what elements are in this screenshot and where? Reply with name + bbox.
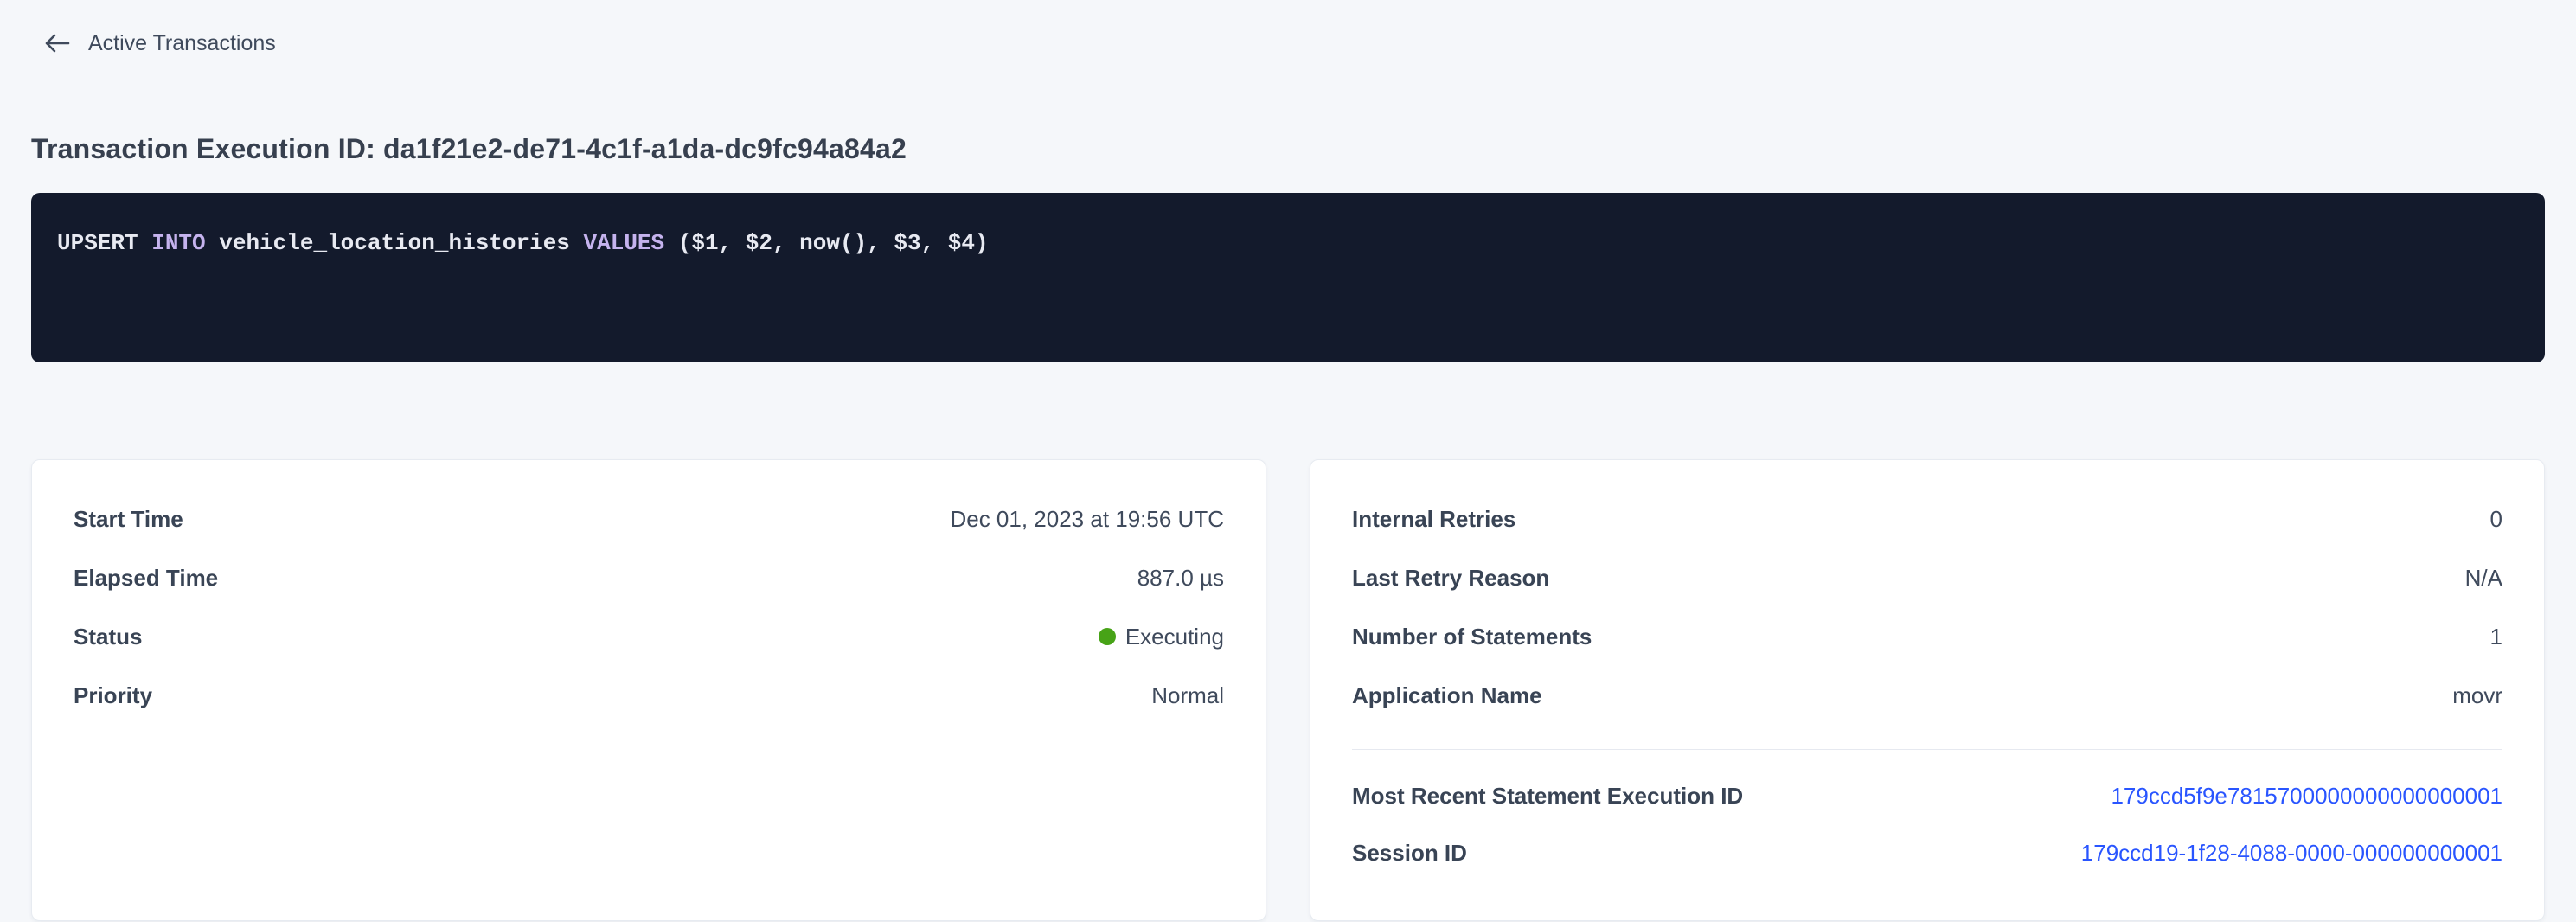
session-id-link[interactable]: 179ccd19-1f28-4088-0000-000000000001 (2080, 839, 2502, 866)
sql-keyword: VALUES (583, 230, 665, 256)
back-to-active-transactions-link[interactable]: Active Transactions (43, 28, 276, 59)
internal-retries-label: Internal Retries (1352, 505, 1516, 532)
status-executing-dot-icon (1098, 628, 1116, 645)
start-time-value: Dec 01, 2023 at 19:56 UTC (950, 505, 1224, 532)
status-label: Status (74, 623, 143, 650)
arrow-left-icon (43, 32, 71, 54)
sql-token: ($1, $2, now(), $3, $4) (664, 230, 989, 256)
session-id-label: Session ID (1352, 839, 1467, 866)
sql-token: UPSERT (57, 230, 152, 256)
elapsed-time-label: Elapsed Time (74, 564, 219, 591)
topbar: Active Transactions (31, 28, 2545, 59)
internal-retries-row: Internal Retries 0 (1352, 490, 2502, 548)
session-id-row: Session ID 179ccd19-1f28-4088-0000-00000… (1352, 824, 2502, 881)
transaction-timing-card: Start Time Dec 01, 2023 at 19:56 UTC Ela… (31, 459, 1266, 921)
sql-keyword: INTO (151, 230, 206, 256)
number-of-statements-value: 1 (2489, 623, 2502, 650)
elapsed-time-row: Elapsed Time 887.0 µs (74, 548, 1224, 607)
last-retry-reason-row: Last Retry Reason N/A (1352, 548, 2502, 607)
back-link-label: Active Transactions (88, 31, 276, 55)
last-retry-reason-value: N/A (2464, 564, 2502, 591)
start-time-row: Start Time Dec 01, 2023 at 19:56 UTC (74, 490, 1224, 548)
most-recent-statement-execution-id-label: Most Recent Statement Execution ID (1352, 782, 1744, 809)
last-retry-reason-label: Last Retry Reason (1352, 564, 1550, 591)
summary-cards: Start Time Dec 01, 2023 at 19:56 UTC Ela… (31, 459, 2545, 921)
transaction-details-page: Active Transactions Transaction Executio… (0, 28, 2576, 922)
number-of-statements-label: Number of Statements (1352, 623, 1592, 650)
status-text: Executing (1125, 623, 1224, 650)
most-recent-statement-execution-id-link[interactable]: 179ccd5f9e7815700000000000000001 (2111, 782, 2502, 809)
status-value: Executing (1098, 623, 1224, 650)
priority-value: Normal (1151, 682, 1224, 708)
application-name-label: Application Name (1352, 682, 1542, 708)
page-title: Transaction Execution ID: da1f21e2-de71-… (31, 133, 907, 164)
card-divider (1352, 749, 2502, 750)
sql-statement-box: UPSERT INTO vehicle_location_histories V… (31, 193, 2545, 362)
sql-token: vehicle_location_histories (205, 230, 584, 256)
internal-retries-value: 0 (2489, 505, 2502, 532)
priority-label: Priority (74, 682, 153, 708)
number-of-statements-row: Number of Statements 1 (1352, 607, 2502, 666)
priority-row: Priority Normal (74, 666, 1224, 725)
application-name-value: movr (2452, 682, 2502, 708)
status-row: Status Executing (74, 607, 1224, 666)
application-name-row: Application Name movr (1352, 666, 2502, 725)
sql-statement: UPSERT INTO vehicle_location_histories V… (57, 230, 989, 256)
elapsed-time-value: 887.0 µs (1137, 564, 1224, 591)
most-recent-statement-execution-id-row: Most Recent Statement Execution ID 179cc… (1352, 767, 2502, 824)
start-time-label: Start Time (74, 505, 183, 532)
transaction-attributes-card: Internal Retries 0 Last Retry Reason N/A… (1310, 459, 2545, 921)
